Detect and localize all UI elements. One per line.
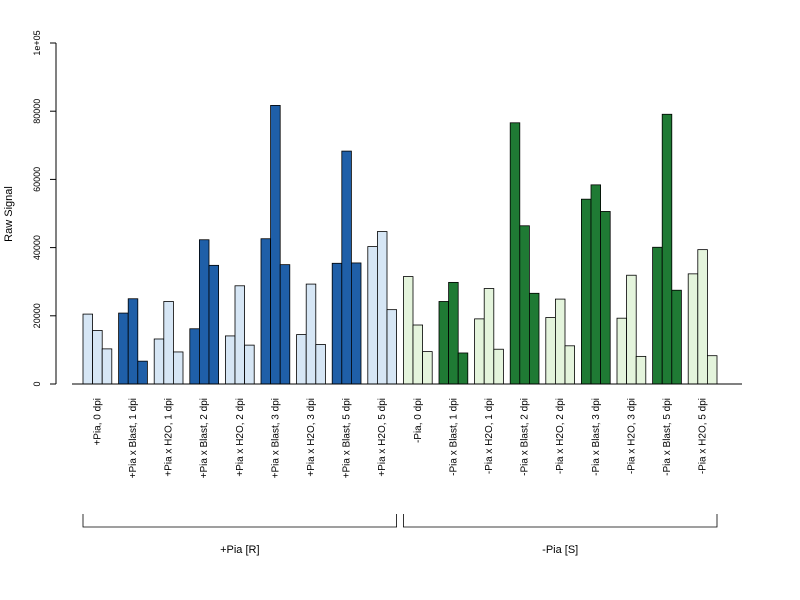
bar <box>260 238 272 385</box>
bar <box>153 338 165 385</box>
x-tick-labels: +Pia, 0 dpi +Pia x Blast, 1 dpi +Pia x H2O… <box>92 398 708 478</box>
x-tick-label: -Pia x H2O, 2 dpi <box>555 398 566 474</box>
bar <box>402 276 414 385</box>
x-tick-label: -Pia, 0 dpi <box>413 398 424 443</box>
bar <box>305 283 317 385</box>
x-tick-label: +Pia x H2O, 1 dpi <box>164 398 175 477</box>
y-axis: 0 20000 40000 60000 80000 1e+05 <box>32 30 57 387</box>
x-tick-label: -Pia x H2O, 3 dpi <box>626 398 637 474</box>
bar <box>331 262 343 385</box>
bar <box>92 330 103 385</box>
bar <box>127 298 139 385</box>
y-tick-label: 1e+05 <box>32 30 42 55</box>
group-bracket <box>403 514 718 528</box>
bar <box>661 113 673 385</box>
bar <box>137 360 148 385</box>
bar <box>564 345 576 385</box>
group-bracket <box>82 514 397 528</box>
y-tick-label: 20000 <box>32 303 42 328</box>
bar <box>172 351 184 385</box>
bar <box>189 328 200 385</box>
bar <box>386 309 398 385</box>
group-brackets: +Pia [R] -Pia [S] <box>82 514 718 556</box>
x-tick-label: +Pia x H2O, 3 dpi <box>306 398 317 477</box>
bar <box>315 344 326 385</box>
x-tick-label: -Pia x H2O, 5 dpi <box>698 398 709 474</box>
bar <box>279 264 291 385</box>
bar <box>590 184 602 385</box>
bar <box>101 348 113 385</box>
bar <box>296 334 307 385</box>
y-tick-label: 0 <box>32 381 42 386</box>
group-label: +Pia [R] <box>220 544 259 556</box>
x-tick-label: -Pia x Blast, 3 dpi <box>591 398 602 476</box>
bar <box>652 246 663 385</box>
bar <box>687 273 699 385</box>
x-tick-label: +Pia x Blast, 5 dpi <box>342 398 353 478</box>
bar <box>244 344 255 385</box>
group-label: -Pia [S] <box>542 544 578 556</box>
bar <box>224 335 236 385</box>
x-tick-label: +Pia x Blast, 2 dpi <box>199 398 210 478</box>
bar <box>474 318 485 385</box>
bar <box>422 351 433 385</box>
bar <box>163 301 174 385</box>
x-tick-label: -Pia x Blast, 5 dpi <box>662 398 673 476</box>
bar <box>616 317 628 385</box>
bar <box>555 298 566 385</box>
bar <box>367 246 378 385</box>
bar <box>270 105 281 385</box>
bar <box>118 312 129 385</box>
y-tick-label: 40000 <box>32 235 42 260</box>
bar <box>350 262 362 385</box>
bar <box>82 313 94 385</box>
bar <box>529 292 540 385</box>
y-tick-label: 60000 <box>32 167 42 192</box>
y-axis-label: Raw Signal <box>3 186 15 242</box>
bar <box>376 231 388 385</box>
bar <box>457 352 469 385</box>
bar <box>448 281 459 385</box>
bar <box>198 239 210 385</box>
bar <box>412 324 424 385</box>
bar <box>519 225 530 385</box>
bar <box>341 150 352 385</box>
bar <box>707 355 718 385</box>
bar <box>483 288 495 385</box>
x-tick-label: -Pia x Blast, 1 dpi <box>448 398 459 476</box>
x-tick-label: +Pia x Blast, 3 dpi <box>270 398 281 478</box>
x-tick-label: -Pia x H2O, 1 dpi <box>484 398 495 474</box>
bar <box>635 355 647 385</box>
bar <box>234 285 246 385</box>
bar <box>697 249 708 385</box>
bars <box>82 105 718 385</box>
x-tick-label: +Pia, 0 dpi <box>92 398 103 446</box>
x-tick-label: +Pia x H2O, 5 dpi <box>377 398 388 477</box>
bar <box>581 198 592 385</box>
bar <box>545 317 556 385</box>
y-tick-label: 80000 <box>32 99 42 124</box>
bar <box>671 289 682 385</box>
bar <box>493 348 504 385</box>
bar <box>626 274 637 385</box>
bar <box>208 264 220 385</box>
bar <box>600 211 611 385</box>
bar <box>438 301 450 385</box>
x-tick-label: +Pia x H2O, 2 dpi <box>235 398 246 477</box>
x-tick-label: +Pia x Blast, 1 dpi <box>128 398 139 478</box>
bar <box>509 122 521 385</box>
x-tick-label: -Pia x Blast, 2 dpi <box>520 398 531 476</box>
